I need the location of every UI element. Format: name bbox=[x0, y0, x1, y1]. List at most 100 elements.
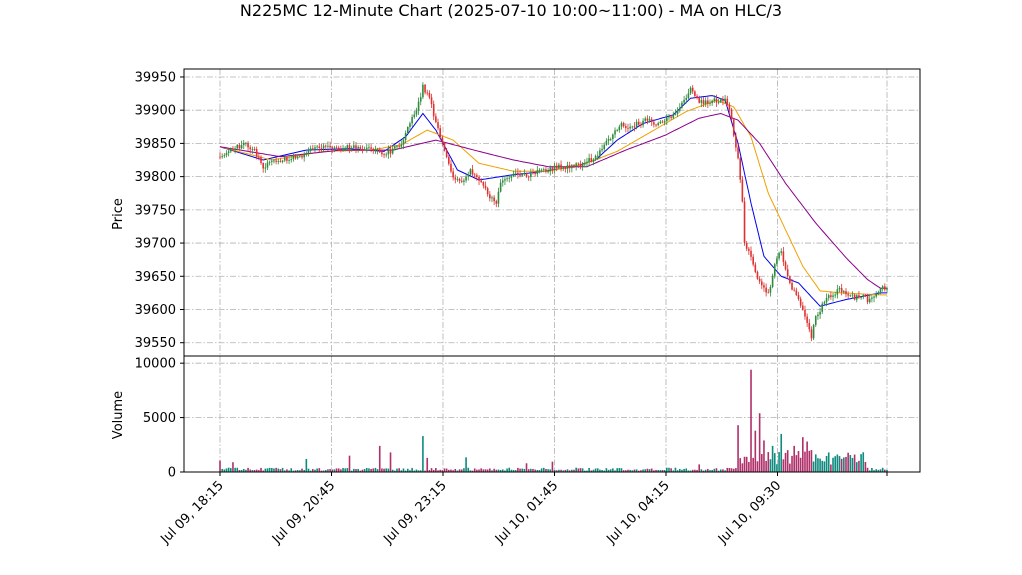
volume-bar bbox=[748, 461, 750, 472]
candle bbox=[564, 166, 567, 173]
candle-body bbox=[536, 170, 539, 174]
candle-body bbox=[752, 256, 754, 265]
volume-bar bbox=[247, 467, 249, 472]
volume-bar bbox=[558, 469, 560, 472]
candle-body bbox=[452, 171, 454, 178]
volume-bar bbox=[335, 468, 338, 472]
volume-bar bbox=[344, 468, 347, 472]
candle bbox=[527, 175, 530, 181]
volume-bar bbox=[784, 452, 787, 472]
candle bbox=[773, 262, 776, 279]
candle bbox=[353, 141, 355, 150]
volume-bar bbox=[644, 469, 647, 472]
candle-body bbox=[299, 155, 301, 157]
candle-body bbox=[860, 297, 862, 298]
volume-bar bbox=[469, 470, 472, 472]
volume-bar bbox=[622, 470, 625, 472]
candle-body bbox=[521, 174, 524, 176]
volume-bar bbox=[743, 456, 746, 472]
candle-body bbox=[301, 155, 303, 158]
candle-body bbox=[855, 295, 858, 300]
candle-body bbox=[376, 149, 379, 151]
candle bbox=[318, 143, 321, 152]
candle-body bbox=[538, 170, 541, 171]
candle bbox=[301, 154, 303, 160]
candle-body bbox=[555, 165, 558, 169]
candle-body bbox=[700, 100, 703, 103]
candle bbox=[299, 154, 301, 158]
candle-body bbox=[327, 145, 329, 147]
candle bbox=[238, 142, 241, 151]
candle bbox=[627, 123, 629, 133]
candle bbox=[823, 300, 826, 305]
candle-body bbox=[637, 121, 640, 125]
volume-bar bbox=[303, 470, 305, 472]
candle-body bbox=[394, 146, 396, 149]
candle bbox=[765, 283, 767, 297]
volume-bar bbox=[376, 469, 379, 472]
candle-body bbox=[631, 126, 634, 128]
volume-bar bbox=[745, 456, 748, 472]
candle bbox=[715, 94, 718, 108]
volume-bar bbox=[601, 469, 603, 472]
volume-bar bbox=[406, 468, 409, 472]
candle bbox=[689, 86, 692, 96]
volume-bar bbox=[372, 468, 375, 472]
candle bbox=[698, 95, 701, 104]
candle bbox=[249, 145, 252, 154]
candle-body bbox=[286, 157, 288, 161]
volume-bar bbox=[853, 454, 856, 472]
candle-body bbox=[350, 147, 353, 149]
volume-bar bbox=[324, 470, 327, 472]
volume-bar bbox=[361, 469, 364, 472]
candle bbox=[372, 147, 375, 154]
volume-bar bbox=[605, 468, 608, 472]
candle bbox=[802, 301, 804, 311]
candle-body bbox=[773, 264, 776, 276]
candle-body bbox=[754, 264, 757, 273]
volume-bar bbox=[491, 470, 493, 472]
volume-bar bbox=[802, 437, 804, 472]
candle-body bbox=[260, 156, 262, 164]
volume-bar bbox=[676, 470, 679, 472]
candle bbox=[290, 155, 293, 163]
candle bbox=[225, 150, 228, 158]
volume-bar bbox=[268, 467, 271, 472]
candle bbox=[728, 102, 731, 114]
candle bbox=[262, 162, 264, 173]
candle bbox=[456, 176, 459, 182]
candle bbox=[415, 107, 418, 117]
volume-bar bbox=[422, 436, 424, 472]
candle bbox=[264, 163, 267, 173]
candle bbox=[758, 276, 761, 285]
volume-bar bbox=[381, 468, 383, 472]
candle bbox=[525, 172, 528, 178]
candle bbox=[540, 168, 543, 173]
volume-bar bbox=[633, 469, 636, 472]
candle bbox=[335, 145, 338, 150]
volume-bar bbox=[391, 469, 394, 472]
volume-bar bbox=[646, 468, 649, 472]
grid-lines bbox=[184, 69, 920, 473]
candle bbox=[361, 145, 364, 154]
candle-body bbox=[782, 251, 785, 263]
candle bbox=[279, 158, 282, 163]
candle-body bbox=[825, 298, 828, 303]
candle bbox=[840, 283, 843, 296]
volume-bar bbox=[806, 441, 808, 472]
candle-body bbox=[355, 145, 357, 149]
candle-body bbox=[830, 295, 832, 297]
price-tick-label: 39600 bbox=[135, 303, 176, 318]
candle bbox=[245, 141, 247, 147]
candle-body bbox=[566, 165, 569, 169]
volume-bar bbox=[666, 467, 668, 472]
candle-body bbox=[804, 310, 806, 317]
candle-body bbox=[681, 102, 683, 108]
volume-bar bbox=[471, 470, 474, 472]
candle bbox=[631, 125, 634, 130]
candle bbox=[806, 313, 808, 327]
candle-body bbox=[819, 311, 821, 315]
candle-body bbox=[834, 294, 837, 296]
candle-body bbox=[495, 201, 498, 204]
